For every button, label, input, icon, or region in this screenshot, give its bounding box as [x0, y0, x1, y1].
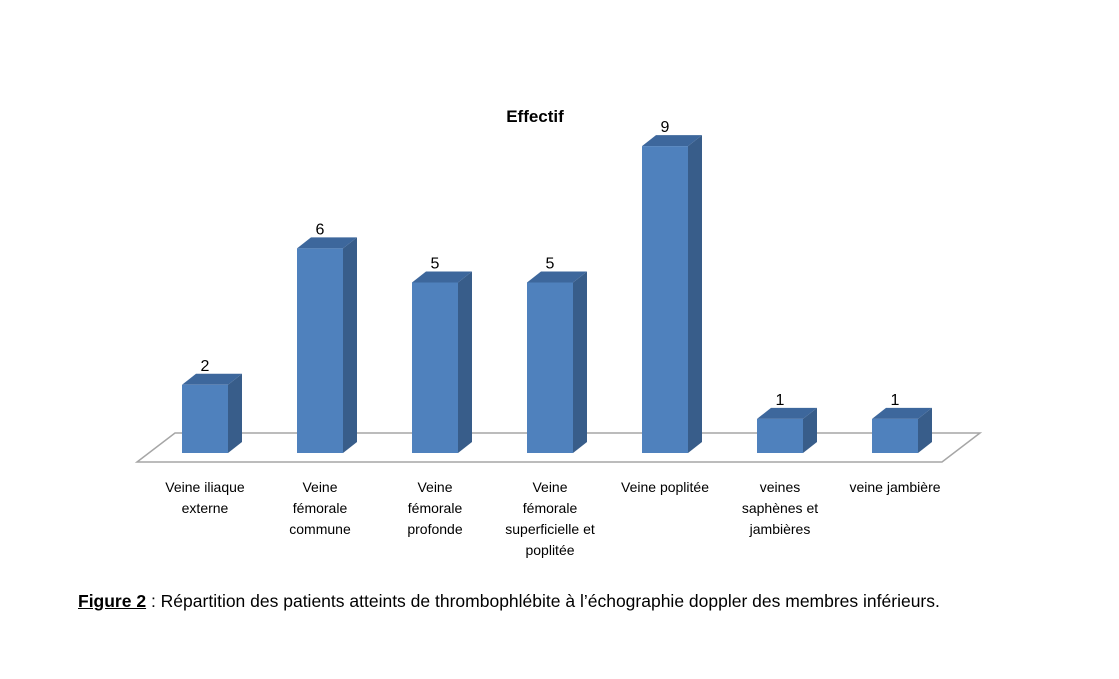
bar-side — [688, 135, 702, 453]
bar-top — [642, 135, 702, 147]
bar — [297, 248, 343, 453]
caption-text: : Répartition des patients atteints de t… — [146, 591, 940, 611]
value-label: 5 — [431, 256, 440, 273]
value-label: 9 — [661, 119, 670, 136]
bar-top — [872, 407, 932, 419]
x-tick-label: Veine fémorale profonde — [407, 479, 463, 537]
bar-top — [297, 237, 357, 249]
bar — [412, 282, 458, 453]
x-tick-label: Veine poplitée — [621, 479, 709, 495]
bar-side — [803, 407, 817, 453]
caption: Figure 2 : Répartition des patients atte… — [78, 591, 940, 612]
value-label: 2 — [201, 358, 210, 375]
value-label: 1 — [776, 392, 785, 409]
x-tick-label: Veine fémorale superficielle et poplitée — [505, 479, 595, 558]
bar — [872, 418, 918, 453]
value-label: 1 — [891, 392, 900, 409]
value-label: 5 — [546, 256, 555, 273]
value-label: 6 — [316, 221, 325, 238]
bar-top — [527, 271, 587, 283]
x-tick-label: veines saphènes et jambières — [741, 479, 819, 537]
x-tick-label: Veine iliaque externe — [165, 479, 245, 516]
bar-side — [458, 271, 472, 453]
bar-side — [918, 407, 932, 453]
bar-side — [573, 271, 587, 453]
bar-top — [182, 373, 242, 385]
bar — [182, 384, 228, 453]
bar-top — [757, 407, 817, 419]
bar-top — [412, 271, 472, 283]
bar — [642, 146, 688, 453]
bar — [527, 282, 573, 453]
floor — [134, 432, 983, 463]
x-tick-label: veine jambière — [849, 479, 941, 495]
bar — [757, 418, 803, 453]
bar-side — [343, 237, 357, 453]
x-tick-label: Veine fémorale commune — [289, 479, 351, 537]
caption-label: Figure 2 — [78, 591, 147, 611]
bar-side — [228, 373, 242, 453]
chart-title: Effectif — [506, 107, 564, 126]
